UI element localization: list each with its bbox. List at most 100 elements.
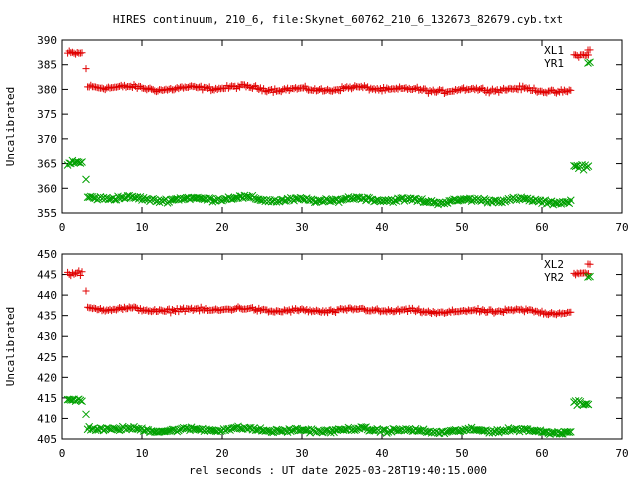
yr2-point bbox=[322, 426, 330, 435]
xl2-point bbox=[279, 308, 287, 316]
xl1-point bbox=[402, 84, 410, 92]
yr2-point bbox=[507, 425, 516, 434]
xl1-point bbox=[82, 65, 90, 73]
yr1-point bbox=[424, 197, 433, 206]
yr2-point bbox=[96, 424, 105, 432]
legend-marker-yr2 bbox=[584, 273, 592, 281]
xl1-point bbox=[364, 83, 372, 91]
x-tick-label: 30 bbox=[295, 447, 308, 460]
xl2-point bbox=[271, 308, 279, 316]
x-tick-label: 60 bbox=[535, 447, 548, 460]
xl1-point bbox=[552, 89, 560, 97]
y-tick-label: 405 bbox=[37, 433, 57, 446]
legend-label-yr1: YR1 bbox=[544, 57, 564, 70]
xl1-point bbox=[426, 87, 434, 95]
xl1-point bbox=[78, 49, 86, 57]
yr2-point bbox=[461, 425, 470, 434]
yr2-point bbox=[394, 426, 402, 435]
xl1-point bbox=[450, 87, 458, 95]
xl1-point bbox=[378, 87, 386, 95]
xl1-point bbox=[564, 88, 572, 96]
xl2-point bbox=[124, 305, 132, 313]
yr1-point bbox=[566, 196, 575, 205]
y-tick-label: 420 bbox=[37, 371, 57, 384]
xl2-point bbox=[522, 305, 530, 313]
xl1-point bbox=[357, 82, 365, 90]
yr1-point bbox=[490, 196, 498, 205]
x-tick-label: 50 bbox=[455, 221, 468, 234]
xl2-point bbox=[242, 305, 250, 313]
xl2-point bbox=[236, 304, 244, 312]
xl1-point bbox=[72, 50, 80, 58]
xl2-point bbox=[372, 306, 380, 314]
yr2-point bbox=[555, 429, 564, 438]
xl2-point bbox=[84, 303, 92, 311]
xl2-point bbox=[143, 306, 151, 314]
xl1-point bbox=[440, 89, 448, 97]
xl1-point bbox=[453, 87, 461, 95]
xl1-point bbox=[293, 85, 301, 93]
xl1-point bbox=[533, 88, 541, 96]
yr1-point bbox=[78, 158, 86, 166]
xl1-point bbox=[280, 85, 288, 93]
xl1-point bbox=[503, 86, 511, 94]
yr1-point bbox=[454, 196, 463, 205]
xl1-point bbox=[303, 85, 311, 93]
xl1-point bbox=[175, 85, 183, 93]
yr2-point bbox=[480, 427, 489, 435]
yr2-point bbox=[162, 427, 170, 436]
yr2-point bbox=[539, 428, 548, 436]
xl1-point bbox=[546, 87, 554, 95]
xl1-point bbox=[573, 52, 581, 60]
y-tick-label: 445 bbox=[37, 269, 57, 282]
xl2-point bbox=[168, 306, 176, 314]
xl1-point bbox=[234, 82, 242, 90]
xl2-point bbox=[312, 306, 320, 314]
yr2-point bbox=[82, 410, 90, 419]
yr1-point bbox=[216, 196, 225, 205]
xl2-point bbox=[455, 308, 463, 316]
y-tick-label: 415 bbox=[37, 392, 57, 405]
yr2-point bbox=[510, 425, 519, 434]
xl1-point bbox=[65, 47, 73, 55]
xl2-point bbox=[149, 307, 157, 315]
yr2-point bbox=[445, 427, 454, 436]
yr1-point bbox=[314, 196, 322, 205]
xl1-point bbox=[328, 87, 336, 95]
yr2-point bbox=[78, 397, 86, 406]
xl2-point bbox=[316, 308, 324, 316]
legend-label-xl2: XL2 bbox=[544, 258, 564, 271]
x-tick-label: 20 bbox=[215, 447, 228, 460]
yr2-point bbox=[149, 427, 158, 436]
yr1-point bbox=[104, 195, 113, 204]
xl1-point bbox=[333, 85, 341, 93]
y-tick-label: 380 bbox=[37, 83, 57, 96]
xl1-point bbox=[207, 87, 215, 95]
yr1-point bbox=[491, 196, 500, 205]
xl1-point bbox=[314, 86, 322, 94]
xl2-point bbox=[75, 267, 83, 275]
xl2-point bbox=[301, 307, 309, 315]
xl2-point bbox=[479, 306, 487, 314]
yr1-point bbox=[520, 194, 529, 203]
xl1-point bbox=[375, 86, 383, 94]
xl2-point bbox=[82, 287, 90, 295]
yr1-point bbox=[253, 195, 262, 204]
yr1-point bbox=[336, 196, 345, 204]
yr1-point bbox=[382, 196, 391, 205]
yr1-point bbox=[141, 195, 150, 204]
yr2-point bbox=[550, 428, 559, 437]
xl2-point bbox=[330, 307, 338, 315]
xl1-point bbox=[368, 85, 376, 93]
xl2-point bbox=[572, 271, 580, 279]
yr1-point bbox=[352, 193, 361, 201]
xl2-point bbox=[341, 305, 349, 313]
x-tick-label: 50 bbox=[455, 447, 468, 460]
yr1-point bbox=[195, 194, 204, 203]
yr1-point bbox=[82, 175, 90, 184]
xl1-point bbox=[87, 81, 95, 89]
yr2-point bbox=[586, 272, 594, 281]
xl1-point bbox=[128, 83, 136, 91]
xl2-point bbox=[252, 306, 260, 314]
